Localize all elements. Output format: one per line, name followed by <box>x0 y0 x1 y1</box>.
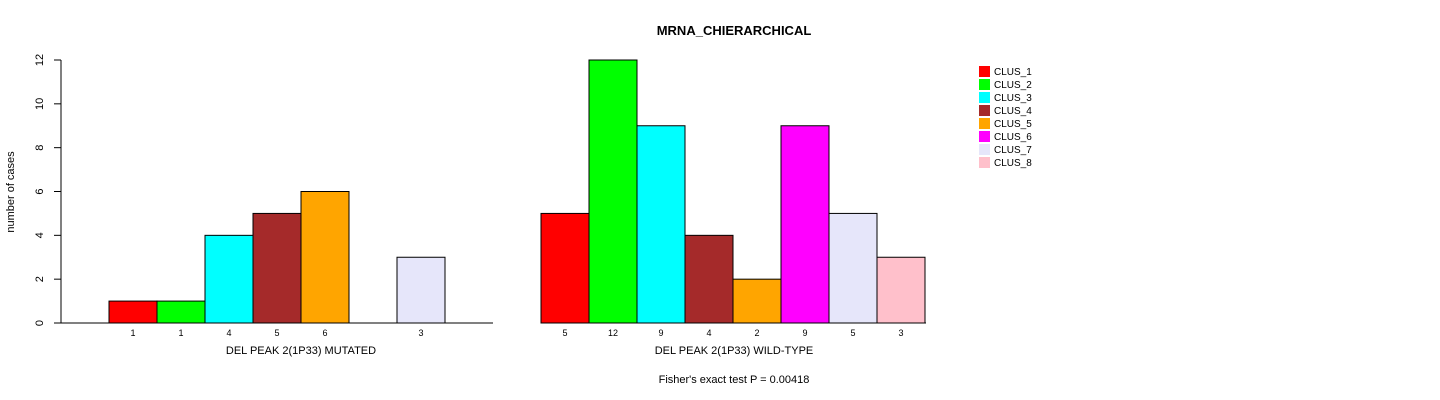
x-axis-label: DEL PEAK 2(1P33) MUTATED <box>226 345 376 357</box>
bar-count-label: 1 <box>130 328 135 338</box>
legend-label: CLUS_3 <box>994 93 1032 104</box>
fisher-test-footnote: Fisher's exact test P = 0.00418 <box>659 374 810 386</box>
bar-count-label: 4 <box>706 328 711 338</box>
panel-wild-type: 5 12 9 4 2 9 5 3 DEL PEAK 2(1P33) WILD-TYPE <box>540 59 926 357</box>
legend-label: CLUS_7 <box>994 145 1032 156</box>
legend-label: CLUS_5 <box>994 119 1032 130</box>
bar-clus-4 <box>252 212 302 324</box>
legend-label: CLUS_8 <box>994 158 1032 169</box>
y-tick-label: 10 <box>34 98 46 110</box>
legend-label: CLUS_2 <box>994 80 1032 91</box>
legend-label: CLUS_6 <box>994 132 1032 143</box>
legend-swatch <box>979 66 990 77</box>
legend-swatch <box>979 79 990 90</box>
bar-clus-7 <box>396 256 446 324</box>
panel-mutated: 1 1 4 5 6 3 DEL PEAK 2(1P33) MUTATED <box>61 191 493 357</box>
y-tick-label: 0 <box>34 320 46 326</box>
bar-count-label: 12 <box>608 328 618 338</box>
y-tick-label: 6 <box>34 188 46 194</box>
bar-count-label: 3 <box>898 328 903 338</box>
bar-count-label: 5 <box>850 328 855 338</box>
legend-swatch <box>979 157 990 168</box>
y-tick-label: 12 <box>34 54 46 66</box>
bar-count-label: 9 <box>658 328 663 338</box>
bar-clus-1 <box>108 300 158 324</box>
y-tick-label: 4 <box>34 232 46 238</box>
bar-count-label: 9 <box>802 328 807 338</box>
bar-count-label: 1 <box>178 328 183 338</box>
bar-clus-6 <box>780 125 830 324</box>
bar-count-label: 6 <box>322 328 327 338</box>
legend-swatch <box>979 118 990 129</box>
y-axis: 0 2 4 6 8 10 12 <box>34 54 62 326</box>
y-tick-label: 2 <box>34 276 46 282</box>
y-tick-label: 8 <box>34 145 46 151</box>
bar-clus-2 <box>156 300 206 324</box>
bar-count-label: 5 <box>562 328 567 338</box>
legend-swatch <box>979 105 990 116</box>
x-axis-label: DEL PEAK 2(1P33) WILD-TYPE <box>655 345 814 357</box>
bar-clus-1 <box>540 212 590 324</box>
bar-clus-5 <box>732 278 782 324</box>
bar-count-label: 3 <box>418 328 423 338</box>
bar-clus-7 <box>828 212 878 324</box>
bar-clus-4 <box>684 234 734 324</box>
bar-count-label: 2 <box>754 328 759 338</box>
legend-label: CLUS_1 <box>994 67 1032 78</box>
legend-label: CLUS_4 <box>994 106 1032 117</box>
legend-swatch <box>979 92 990 103</box>
bar-clus-3 <box>204 234 254 324</box>
bar-clus-8 <box>876 256 926 324</box>
y-axis-label: number of cases <box>5 151 17 233</box>
bar-count-label: 4 <box>226 328 231 338</box>
legend-swatch <box>979 144 990 155</box>
bar-clus-3 <box>636 125 686 324</box>
bar-count-label: 5 <box>274 328 279 338</box>
legend: CLUS_1 CLUS_2 CLUS_3 CLUS_4 CLUS_5 CLUS_6 CLUS… <box>979 66 1032 169</box>
chart-title: MRNA_CHIERARCHICAL <box>657 23 812 38</box>
legend-swatch <box>979 131 990 142</box>
bar-clus-5 <box>300 191 350 324</box>
bar-clus-2 <box>588 59 638 324</box>
